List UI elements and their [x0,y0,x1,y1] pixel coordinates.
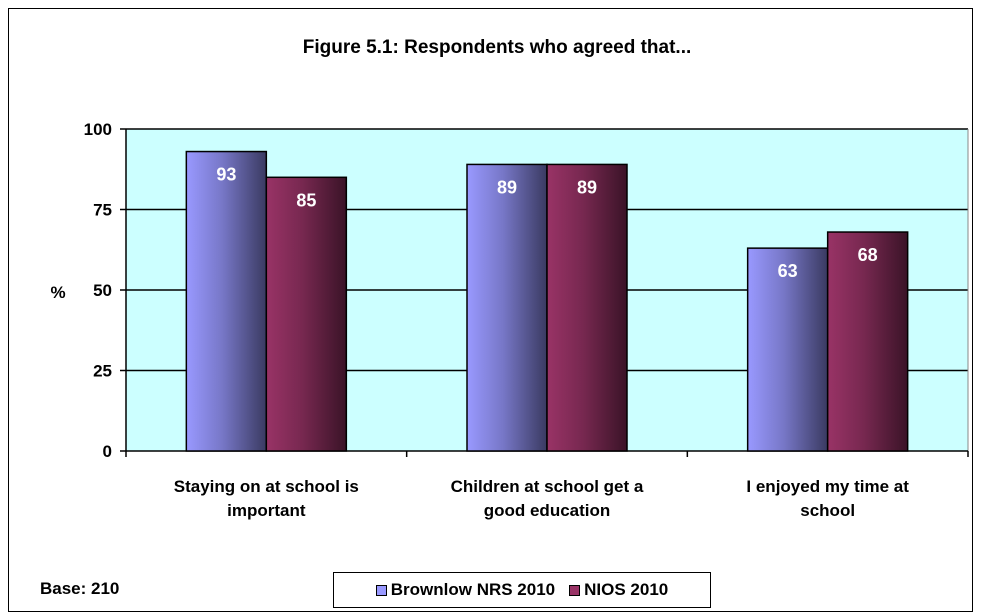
bar-1-1 [546,163,628,452]
x-category-label-1-1: good education [484,501,611,520]
y-tick-label-25: 25 [93,362,112,381]
x-category-label-1-0: Children at school get a [451,477,644,496]
x-category-label-2-0: I enjoyed my time at [746,477,909,496]
legend-label-series-2: NIOS 2010 [584,580,669,599]
bar-1-0 [466,163,548,452]
bar-2-1 [826,231,909,452]
legend-item-series-1: Brownlow NRS 2010 [375,580,556,600]
chart-title: Figure 5.1: Respondents who agreed that.… [303,37,692,58]
data-label-0-0: 93 [216,165,236,185]
y-axis-label: % [50,283,65,302]
y-tick-label-100: 100 [84,120,112,139]
y-tick-label-0: 0 [103,442,112,461]
data-label-1-0: 89 [497,177,517,197]
data-label-2-1: 68 [858,245,878,265]
legend-item-series-2: NIOS 2010 [569,580,668,600]
x-category-label-0-0: Staying on at school is [174,477,359,496]
x-category-label-0-1: important [227,501,306,520]
bar-0-1 [265,176,348,452]
data-label-0-1: 85 [296,190,316,210]
y-tick-label-50: 50 [93,281,112,300]
y-tick-label-75: 75 [93,201,112,220]
legend-label-series-1: Brownlow NRS 2010 [390,580,556,599]
legend-swatch-series-1 [375,584,387,596]
data-label-2-0: 63 [778,261,798,281]
legend-swatch-series-2 [569,584,581,596]
base-note: Base: 210 [40,579,120,598]
chart-legend: Brownlow NRS 2010 NIOS 2010 [333,572,711,608]
x-category-label-2-1: school [800,501,855,520]
bar-0-0 [185,150,268,452]
data-label-1-1: 89 [577,177,597,197]
bar-2-0 [746,247,829,452]
